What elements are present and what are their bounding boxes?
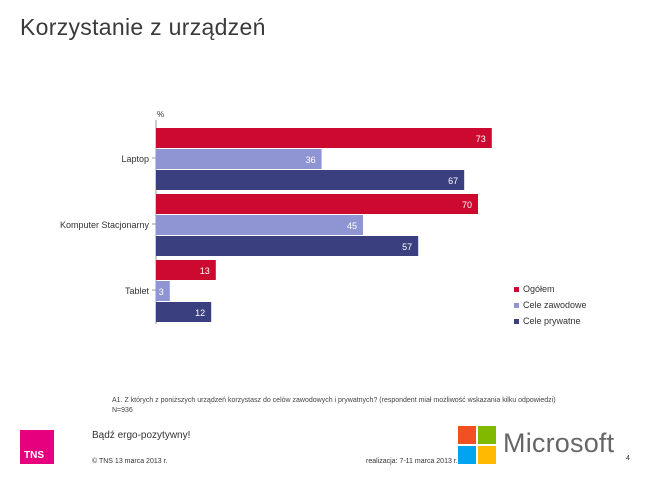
bar-2: [156, 170, 465, 190]
bar-1: [156, 149, 322, 169]
legend-swatch: [514, 303, 519, 308]
bar-chart: Laptop 73 36 67 Komputer Stacjonarny 70 45 57 Ta…: [60, 120, 587, 326]
legend-label: Ogółem: [523, 284, 555, 294]
ms-square-red: [458, 426, 476, 444]
bar-0: [156, 194, 478, 214]
bar-1: [156, 215, 363, 235]
category-label: Laptop: [121, 154, 149, 164]
ms-square-blue: [458, 446, 476, 464]
bar-2: [156, 302, 212, 322]
slogan: Bądź ergo-pozytywny!: [92, 430, 191, 441]
category-label: Komputer Stacjonarny: [60, 220, 150, 230]
category-label: Tablet: [125, 286, 150, 296]
page-title: Korzystanie z urządzeń: [20, 14, 266, 40]
legend-label: Cele zawodowe: [523, 300, 587, 310]
legend-swatch: [514, 319, 519, 324]
data-label: 45: [347, 221, 357, 231]
data-label: 3: [159, 287, 164, 297]
data-label: 73: [476, 134, 486, 144]
microsoft-wordmark: Microsoft: [503, 428, 615, 458]
tns-logo: TNS: [20, 430, 54, 464]
sample-size: N=936: [112, 407, 133, 414]
data-label: 57: [402, 242, 412, 252]
chart-unit-label: %: [157, 110, 165, 119]
bar-1: [156, 281, 170, 301]
data-label: 67: [448, 176, 458, 186]
data-label: 13: [200, 266, 210, 276]
data-label: 12: [195, 308, 205, 318]
bar-2: [156, 236, 419, 256]
fieldwork-dates: realizacja: 7-11 marca 2013 r.: [366, 458, 458, 465]
data-label: 70: [462, 200, 472, 210]
page-number: 4: [626, 455, 630, 462]
ms-square-green: [478, 426, 496, 444]
data-label: 36: [306, 155, 316, 165]
bar-0: [156, 260, 216, 280]
legend-swatch: [514, 287, 519, 292]
bar-0: [156, 128, 492, 148]
microsoft-logo-icon: [458, 426, 498, 466]
legend-label: Cele prywatne: [523, 316, 581, 326]
ms-square-yellow: [478, 446, 496, 464]
survey-question: A1. Z których z poniższych urządzeń korz…: [112, 396, 632, 416]
copyright-date: © TNS 13 marca 2013 r.: [92, 458, 168, 465]
question-text: A1. Z których z poniższych urządzeń korz…: [112, 397, 556, 404]
tns-logo-text: TNS: [24, 450, 44, 461]
